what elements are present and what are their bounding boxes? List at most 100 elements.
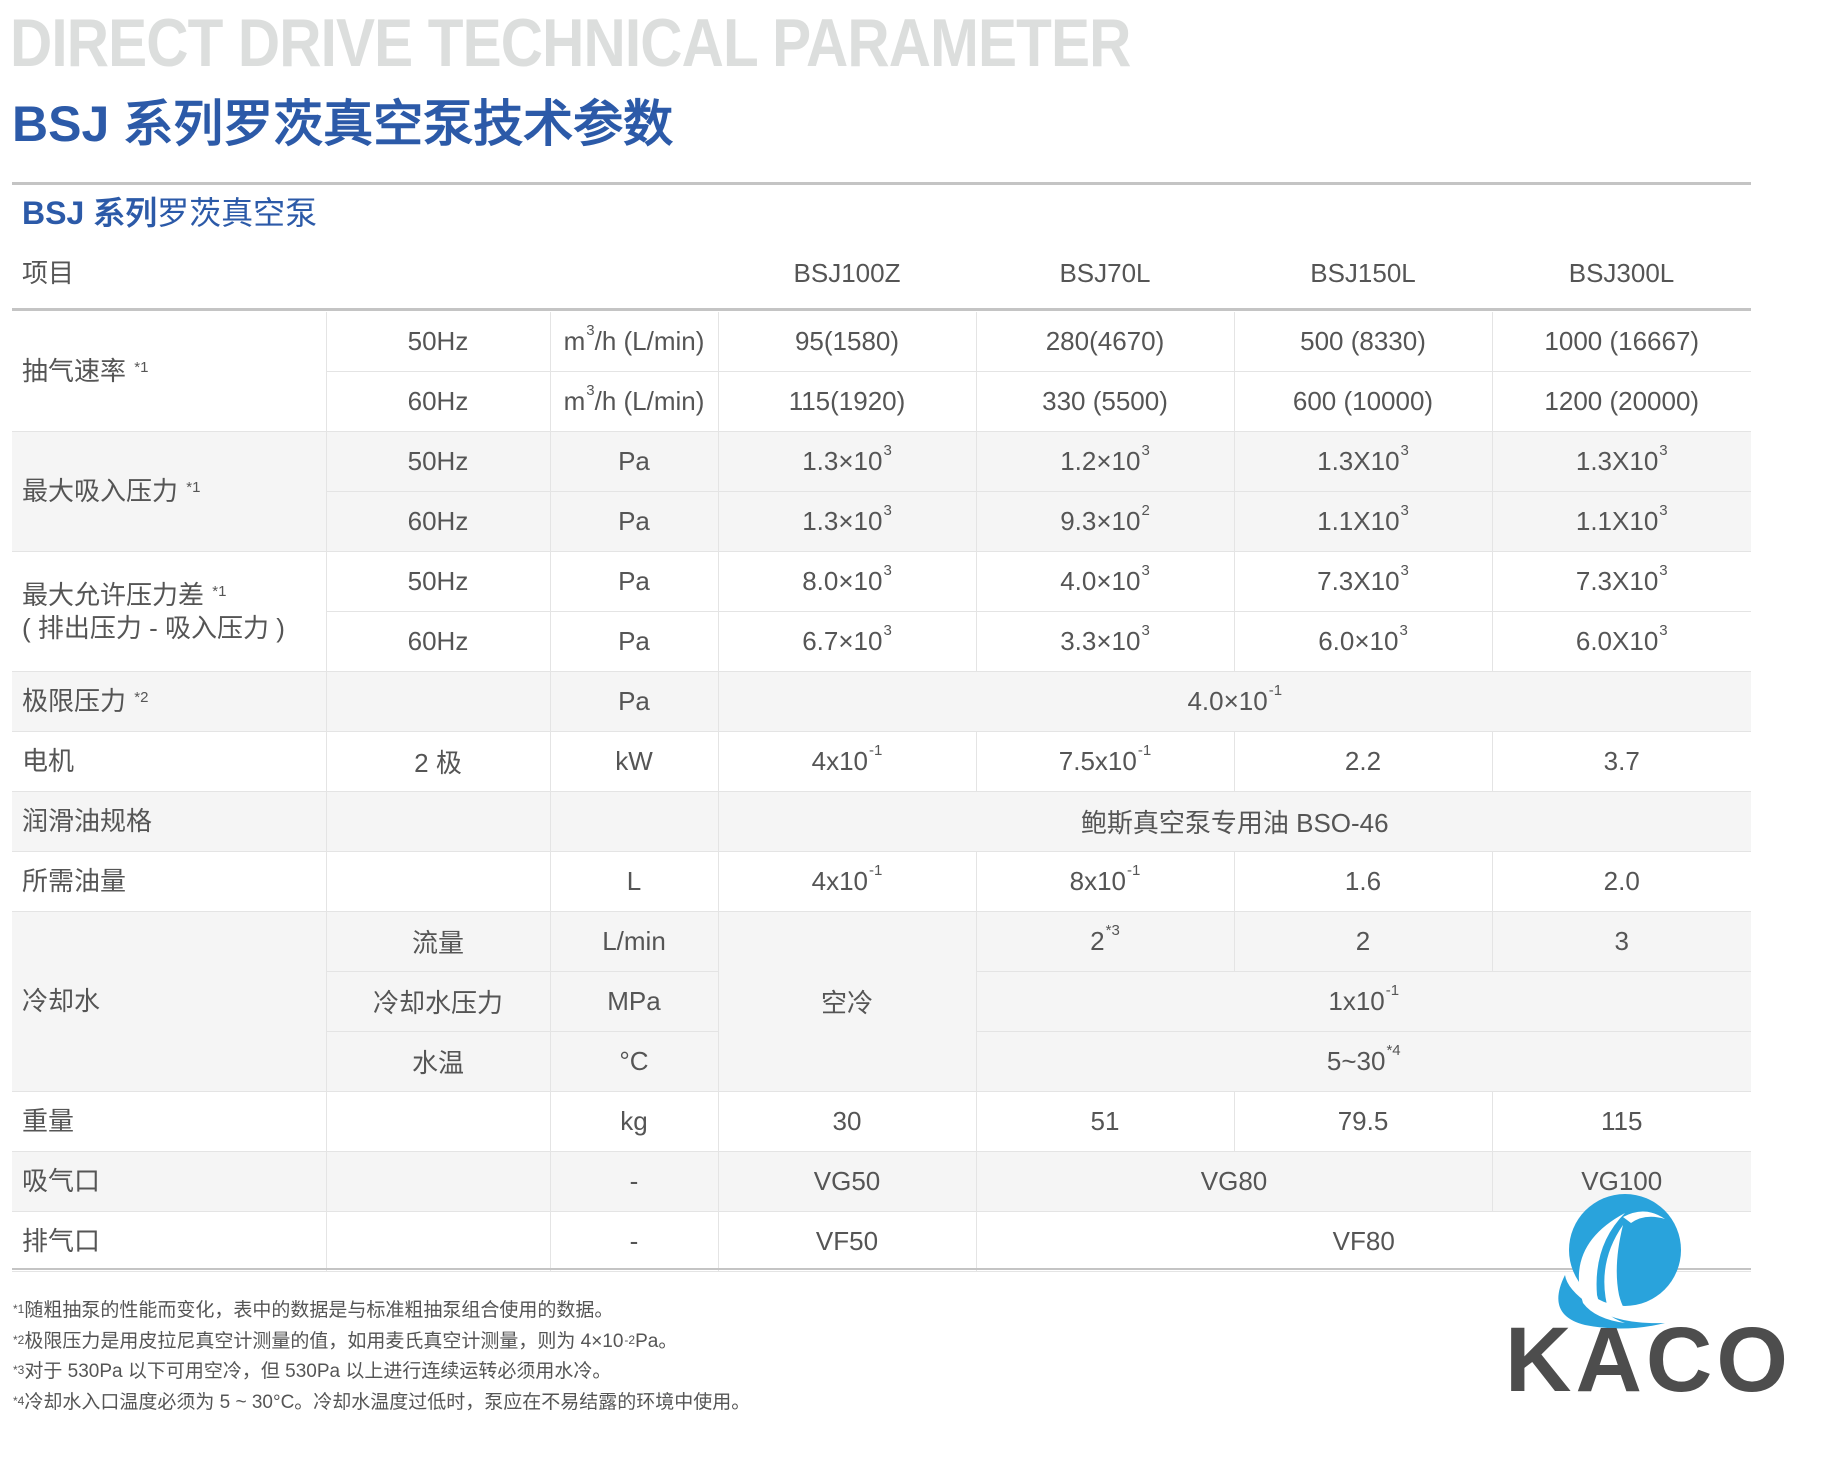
cell-text: - bbox=[629, 1226, 639, 1256]
row-label: 最大允许压力差 *1 ( 排出压力 - 吸入压力 ) bbox=[12, 551, 326, 672]
cell-text: 1.3X10 bbox=[1317, 446, 1400, 476]
cell-text: 冷却水 bbox=[22, 986, 101, 1016]
table-row: 抽气速率 *1 50Hz m3/h (L/min) 95(1580) 280(4670)… bbox=[12, 312, 1751, 432]
cell-text: VG50 bbox=[813, 1166, 881, 1196]
kaco-logo-icon bbox=[1558, 1194, 1681, 1329]
table-cell: 6.0X103 bbox=[1491, 611, 1751, 672]
cell-text: /h (L/min) bbox=[594, 326, 705, 356]
cell-text: 7.3X10 bbox=[1317, 566, 1400, 596]
table-cell: °C bbox=[549, 1031, 718, 1092]
top-divider bbox=[12, 182, 1751, 185]
table-cell: 1.1X103 bbox=[1233, 491, 1492, 552]
table-cell: MPa bbox=[549, 971, 718, 1032]
cell-text: 1.3×10 bbox=[802, 506, 883, 536]
cell-text: 8.0×10 bbox=[802, 566, 883, 596]
cell-text: 3.7 bbox=[1603, 746, 1640, 776]
spec-table: 抽气速率 *1 50Hz m3/h (L/min) 95(1580) 280(4670)… bbox=[12, 312, 1751, 1272]
cell-text: °C bbox=[619, 1046, 649, 1076]
superscript: 3 bbox=[586, 322, 595, 339]
cell-text: 6.0×10 bbox=[1318, 626, 1399, 656]
cell-text: 冷却水压力 bbox=[372, 988, 503, 1018]
footnote: *4冷却水入口温度必须为 5 ~ 30°C。冷却水温度过低时，泵应在不易结露的环… bbox=[12, 1388, 750, 1419]
table-cell: Pa bbox=[549, 491, 718, 552]
cell-text: 水温 bbox=[411, 1048, 464, 1078]
footnote-text: 冷却水入口温度必须为 5 ~ 30°C。冷却水温度过低时，泵应在不易结露的环境中… bbox=[24, 1391, 751, 1413]
table-cell: 4.0×10-1 bbox=[717, 671, 1751, 732]
superscript: *3 bbox=[1105, 922, 1120, 939]
cell-text: 2 bbox=[1355, 926, 1371, 956]
cell-text: 1000 (16667) bbox=[1544, 326, 1700, 356]
table-cell: m3/h (L/min) bbox=[549, 312, 718, 372]
table-cell: 50Hz bbox=[325, 312, 550, 372]
footnotes: *1随粗抽泵的性能而变化，表中的数据是与标准粗抽泵组合使用的数据。 *2极限压力是… bbox=[12, 1296, 750, 1418]
table-row: 电机 2 极 kW 4x10-1 7.5x10-1 2.2 3.7 bbox=[12, 731, 1751, 792]
superscript: 3 bbox=[1659, 442, 1668, 459]
table-row: 冷却水 流量 L/min 空冷 2*3 2 3 bbox=[12, 911, 1751, 1092]
table-cell: 115(1920) bbox=[717, 371, 976, 432]
cell-text: 空冷 bbox=[820, 988, 873, 1018]
cell-text: 最大允许压力差 bbox=[22, 579, 212, 610]
cell-text: 30 bbox=[832, 1106, 862, 1136]
table-cell: 6.0×103 bbox=[1233, 611, 1492, 672]
row-label: 所需油量 bbox=[12, 851, 326, 912]
cell-text: 6.7×10 bbox=[802, 626, 883, 656]
superscript: 3 bbox=[1400, 442, 1409, 459]
table-cell: 95(1580) bbox=[717, 312, 976, 372]
section-title: BSJ 系列罗茨真空泵 bbox=[22, 188, 317, 234]
table-cell: 1000 (16667) bbox=[1491, 312, 1751, 372]
english-title: DIRECT DRIVE TECHNICAL PARAMETER bbox=[10, 5, 1131, 81]
footnote-text: 随粗抽泵的性能而变化，表中的数据是与标准粗抽泵组合使用的数据。 bbox=[24, 1300, 614, 1321]
table-cell: 1.3X103 bbox=[1491, 431, 1751, 492]
cell-text: 51 bbox=[1090, 1106, 1120, 1136]
table-cell: 4.0×103 bbox=[975, 551, 1234, 612]
cell-text: VG80 bbox=[1200, 1166, 1268, 1196]
table-row: 所需油量 L 4x10-1 8x10-1 1.6 2.0 bbox=[12, 851, 1751, 912]
cell-text: 9.3×10 bbox=[1060, 506, 1141, 536]
table-cell: 1.3X103 bbox=[1233, 431, 1492, 492]
table-row: 最大允许压力差 *1( 排出压力 - 吸入压力 ) 50Hz Pa 8.0×103 4.… bbox=[12, 551, 1751, 672]
table-row: 排气口 - VF50 VF80 bbox=[12, 1211, 1751, 1272]
superscript: 3 bbox=[1659, 502, 1668, 519]
row-label: 润滑油规格 bbox=[12, 791, 326, 852]
cell-text: VG100 bbox=[1581, 1166, 1663, 1196]
table-cell: 4x10-1 bbox=[717, 731, 976, 792]
table-cell: VF50 bbox=[717, 1211, 976, 1272]
superscript: -2 bbox=[624, 1332, 636, 1347]
table-cell: 2.2 bbox=[1233, 731, 1492, 792]
row-label: 极限压力 *2 bbox=[12, 671, 326, 732]
superscript: 3 bbox=[1659, 622, 1668, 639]
cell-text: 115 bbox=[1601, 1106, 1643, 1136]
table-cell: 51 bbox=[975, 1091, 1234, 1152]
table-cell: 5~30*4 bbox=[975, 1031, 1751, 1092]
cell-text: L/min bbox=[602, 926, 666, 956]
cell-text: 6.0X10 bbox=[1575, 626, 1659, 656]
table-cell: 50Hz bbox=[325, 431, 550, 492]
cell-text: 1.3X10 bbox=[1575, 446, 1659, 476]
cell-text: - bbox=[629, 1166, 639, 1196]
superscript: *2 bbox=[134, 689, 149, 706]
cell-text: 1.1X10 bbox=[1317, 506, 1400, 536]
cell-text: 60Hz bbox=[407, 386, 469, 416]
superscript: *1 bbox=[186, 479, 201, 496]
superscript: 2 bbox=[1141, 502, 1150, 519]
cell-text: 1.6 bbox=[1344, 866, 1382, 896]
header-divider bbox=[12, 308, 1751, 311]
table-cell: Pa bbox=[549, 431, 718, 492]
table-cell: 600 (10000) bbox=[1233, 371, 1492, 432]
cell-text: 500 (8330) bbox=[1300, 326, 1426, 356]
superscript: 3 bbox=[1141, 622, 1150, 639]
superscript: 3 bbox=[1399, 622, 1408, 639]
table-row: 60Hz Pa 6.7×103 3.3×103 6.0×103 6.0X103 bbox=[12, 611, 1751, 672]
table-cell bbox=[549, 791, 718, 852]
table-cell: 50Hz bbox=[325, 551, 550, 612]
cell-text: 极限压力 bbox=[22, 686, 134, 716]
cell-text: 5~30 bbox=[1326, 1046, 1386, 1076]
superscript: *1 bbox=[134, 359, 149, 376]
table-cell: 7.5x10-1 bbox=[975, 731, 1234, 792]
cell-text: Pa bbox=[618, 506, 650, 536]
footnote: *2极限压力是用皮拉尼真空计测量的值，如用麦氏真空计测量，则为 4×10-2Pa… bbox=[12, 1327, 750, 1358]
cell-text: 1200 (20000) bbox=[1544, 386, 1700, 416]
footnote-text: 极限压力是用皮拉尼真空计测量的值，如用麦氏真空计测量，则为 4×10 bbox=[24, 1330, 624, 1352]
table-cell: 2 bbox=[1233, 911, 1492, 972]
cell-text: Pa bbox=[618, 446, 650, 476]
